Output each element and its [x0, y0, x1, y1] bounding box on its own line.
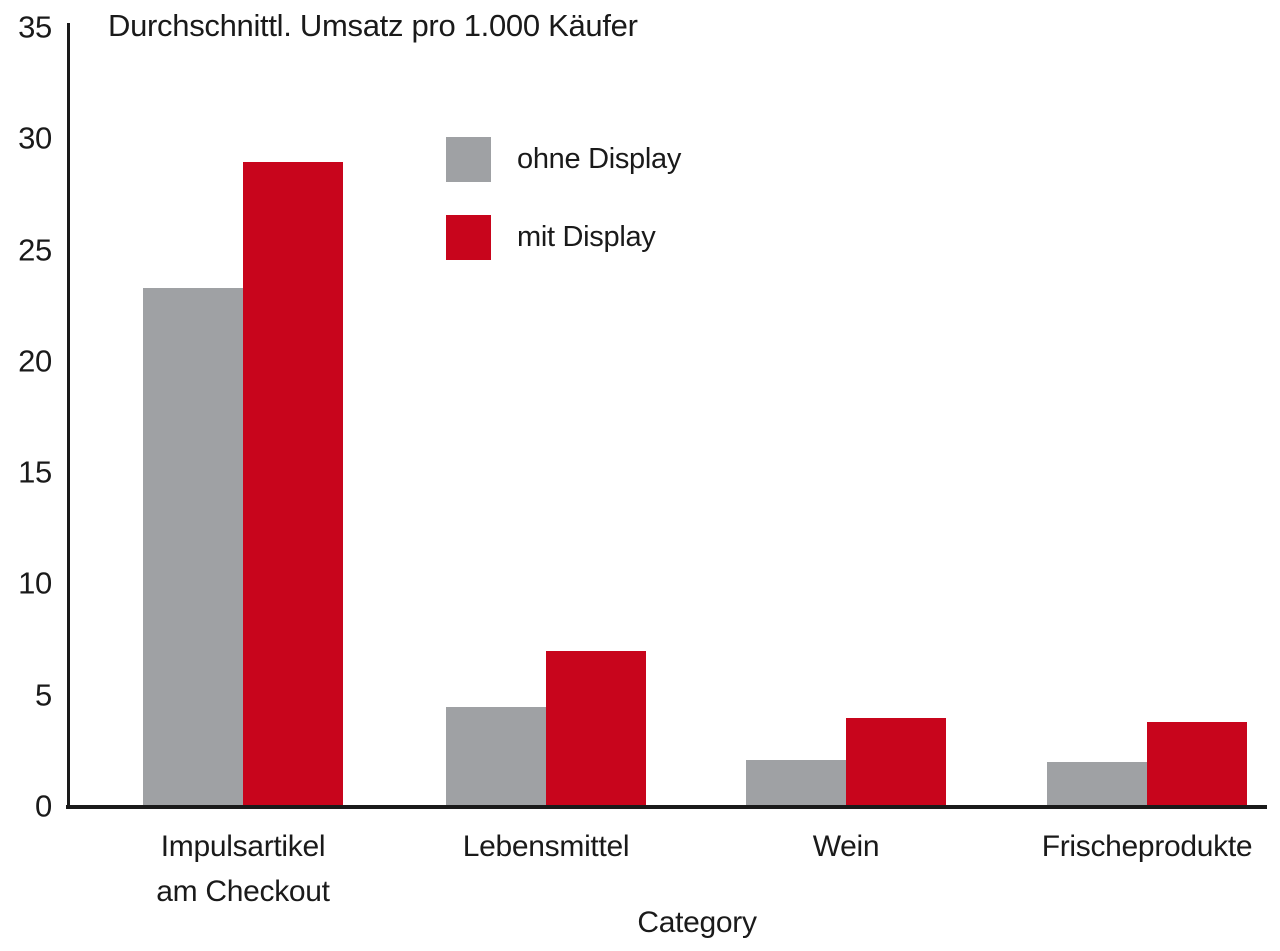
legend-item-mit-display: mit Display	[446, 215, 681, 260]
x-axis-line	[66, 805, 1267, 809]
y-tick-label: 25	[18, 231, 52, 267]
legend-item-ohne-display: ohne Display	[446, 137, 681, 182]
y-tick-label: 15	[18, 454, 52, 490]
y-tick-label: 35	[18, 9, 52, 45]
legend-swatch-ohne-display	[446, 137, 491, 182]
bar-ohne-display	[143, 288, 243, 807]
y-tick-label: 30	[18, 120, 52, 156]
x-axis-title: Category	[637, 906, 757, 939]
bar-mit-display	[1147, 722, 1247, 807]
bar-mit-display	[546, 651, 646, 807]
bar-mit-display	[243, 161, 343, 807]
legend: ohne Display mit Display	[446, 137, 681, 293]
y-tick-label: 20	[18, 343, 52, 379]
bar-ohne-display	[1047, 762, 1147, 807]
legend-label-ohne-display: ohne Display	[517, 143, 682, 175]
bar-mit-display	[846, 717, 946, 807]
y-tick-label: 10	[18, 565, 52, 601]
x-category-label: Lebensmittel	[462, 830, 630, 863]
y-tick-label: 0	[35, 788, 52, 824]
x-category-label: Wein	[812, 830, 880, 863]
legend-label-mit-display: mit Display	[517, 221, 656, 253]
chart-title: Durchschnittl. Umsatz pro 1.000 Käufer	[108, 8, 638, 43]
legend-swatch-mit-display	[446, 215, 491, 260]
bar-ohne-display	[746, 760, 846, 807]
bar-ohne-display	[446, 706, 546, 807]
y-axis-line	[67, 23, 70, 809]
x-category-label: Frischeprodukte	[1041, 830, 1253, 863]
x-category-label: Impulsartikel am Checkout	[156, 830, 330, 908]
y-tick-label: 5	[35, 676, 52, 712]
